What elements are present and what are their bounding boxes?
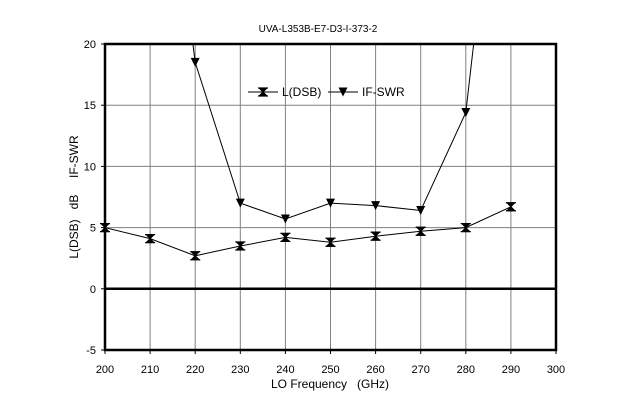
data-point — [461, 108, 471, 118]
x-tick-label: 250 — [321, 364, 339, 376]
y-axis-label: L(DSB) dB IF-SWR — [67, 135, 81, 259]
data-point — [190, 57, 200, 67]
x-tick-label: 260 — [366, 364, 384, 376]
legend-item: IF-SWR — [328, 85, 405, 99]
x-tick-label: 200 — [96, 364, 114, 376]
x-tick-label: 230 — [231, 364, 249, 376]
data-point — [189, 251, 201, 261]
series-line — [105, 206, 512, 257]
data-point — [416, 205, 426, 215]
x-tick-label: 270 — [412, 364, 430, 376]
legend-marker — [338, 87, 348, 97]
tick-label-layer: 200 210 220 230 240 250 260 270 280 290 300 -5 0 5 10 1… — [84, 39, 565, 376]
y-tick-label: 10 — [84, 161, 96, 173]
x-tick-label: 290 — [502, 364, 520, 376]
data-point — [235, 198, 245, 208]
legend: L(DSB) IF-SWR — [248, 85, 405, 99]
y-tick-label: 5 — [90, 223, 96, 235]
y-tick-label: -5 — [86, 345, 96, 357]
series-if-swr — [190, 44, 475, 224]
data-point — [371, 201, 381, 211]
series-l-dsb- — [99, 202, 517, 261]
chart-title: UVA-L353B-E7-D3-I-373-2 — [259, 24, 378, 35]
x-tick-label: 280 — [457, 364, 475, 376]
x-tick-label: 210 — [141, 364, 159, 376]
data-point — [326, 198, 335, 208]
x-tick-label: 240 — [276, 364, 294, 376]
x-tick-label: 300 — [547, 364, 565, 376]
y-tick-label: 0 — [90, 284, 96, 296]
data-point — [505, 202, 517, 212]
grid-layer — [105, 44, 556, 350]
y-tick-label: 20 — [84, 39, 96, 51]
x-axis-label: LO Frequency (GHz) — [271, 377, 389, 391]
data-point — [280, 214, 290, 224]
series-line — [192, 44, 475, 220]
x-tick-label: 220 — [186, 364, 204, 376]
y-tick-label: 15 — [84, 100, 96, 112]
legend-item: L(DSB) — [248, 85, 321, 99]
series-layer — [99, 44, 517, 261]
data-point — [144, 234, 156, 244]
legend-label: IF-SWR — [362, 85, 405, 99]
legend-label: L(DSB) — [282, 85, 321, 99]
